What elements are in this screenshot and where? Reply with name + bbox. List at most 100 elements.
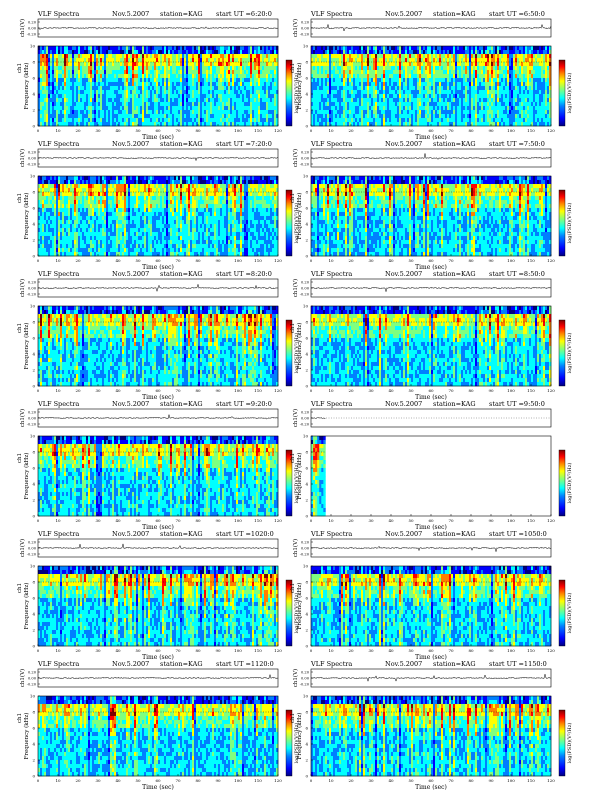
panel-title-prefix: VLF Spectra — [37, 140, 79, 148]
amplitude-tick-label: 0.00 — [301, 677, 310, 681]
frequency-tick-label: 6 — [305, 206, 308, 211]
panel-title-prefix: VLF Spectra — [310, 400, 352, 408]
time-tick-label: 50 — [408, 518, 414, 523]
time-tick-label: 110 — [527, 518, 535, 523]
amplitude-tick-label: 0.00 — [301, 27, 310, 31]
time-tick-label: 20 — [348, 518, 354, 523]
time-tick-label: 10 — [328, 258, 334, 263]
panel-title-station: station=KAG — [160, 140, 203, 148]
time-tick-label: 100 — [507, 128, 515, 133]
time-tick-label: 70 — [175, 648, 181, 653]
time-tick-label: 60 — [428, 518, 434, 523]
frequency-tick-label: 0 — [32, 644, 35, 649]
time-tick-label: 60 — [155, 648, 161, 653]
time-tick-label: 60 — [428, 258, 434, 263]
panel-title-station: station=KAG — [433, 10, 476, 18]
frequency-tick-label: 6 — [32, 596, 35, 601]
time-tick-label: 90 — [488, 128, 494, 133]
time-tick-label: 30 — [368, 388, 374, 393]
spectrogram-panel: VLF Spectra Nov.5.2007 station=KAG start UT… — [290, 270, 573, 401]
amplitude-tick-label: 0.20 — [301, 411, 310, 415]
time-tick-label: 0 — [310, 518, 313, 523]
time-tick-label: 100 — [234, 258, 242, 263]
spectrogram-panel: VLF Spectra Nov.5.2007 station=KAG start UT… — [290, 660, 573, 791]
amplitude-tick-label: 0.00 — [28, 287, 37, 291]
panel-title-date: Nov.5.2007 — [112, 140, 149, 148]
frequency-tick-label: 4 — [32, 612, 35, 617]
amplitude-tick-label: 0.20 — [28, 281, 37, 285]
frequency-tick-label: 10 — [30, 304, 36, 309]
panel-title-date: Nov.5.2007 — [385, 660, 422, 668]
time-tick-label: 100 — [507, 258, 515, 263]
amplitude-tick-label: 0.20 — [28, 411, 37, 415]
amplitude-tick-label: -0.20 — [300, 163, 310, 167]
spectrogram-frame — [311, 436, 551, 516]
amplitude-axis-label: ch1(V) — [19, 149, 26, 167]
panel-title-station: station=KAG — [160, 400, 203, 408]
amplitude-tick-label: -0.20 — [27, 553, 37, 557]
colorbar-label: log(PSD)(V²/Hz) — [566, 333, 573, 374]
time-tick-label: 50 — [408, 128, 414, 133]
time-tick-label: 40 — [388, 518, 394, 523]
time-tick-label: 60 — [428, 778, 434, 783]
frequency-tick-label: 4 — [305, 222, 308, 227]
time-tick-label: 40 — [388, 648, 394, 653]
spectrogram-panel: VLF Spectra Nov.5.2007 station=KAG start UT… — [17, 400, 300, 531]
amplitude-tick-label: 0.20 — [301, 21, 310, 25]
colorbar — [559, 60, 565, 126]
frequency-axis-channel-label: ch1 — [290, 713, 296, 723]
time-tick-label: 50 — [135, 518, 141, 523]
time-tick-label: 0 — [37, 128, 40, 133]
amplitude-tick-label: 0.00 — [301, 287, 310, 291]
amplitude-tick-label: -0.20 — [27, 33, 37, 37]
frequency-tick-label: 8 — [305, 320, 308, 325]
time-tick-label: 110 — [527, 388, 535, 393]
frequency-axis-label: Frequency (kHz) — [296, 193, 303, 240]
time-tick-label: 90 — [215, 778, 221, 783]
panel-title-start-ut: start UT =6:20:0 — [216, 10, 272, 18]
amplitude-axis-label: ch1(V) — [19, 19, 26, 37]
frequency-axis-label: Frequency (kHz) — [23, 63, 30, 110]
colorbar-label: log(PSD)(V²/Hz) — [566, 73, 573, 114]
time-tick-label: 50 — [135, 258, 141, 263]
spectrogram-panel: VLF Spectra Nov.5.2007 station=KAG start UT… — [17, 530, 300, 661]
time-tick-label: 90 — [488, 258, 494, 263]
frequency-tick-label: 2 — [305, 758, 308, 763]
frequency-tick-label: 6 — [305, 336, 308, 341]
amplitude-tick-label: 0.20 — [28, 541, 37, 545]
frequency-axis-channel-label: ch1 — [17, 713, 23, 723]
panel-title-date: Nov.5.2007 — [112, 400, 149, 408]
time-tick-label: 30 — [95, 388, 101, 393]
time-tick-label: 0 — [310, 648, 313, 653]
time-tick-label: 100 — [507, 778, 515, 783]
amplitude-tick-label: 0.00 — [28, 677, 37, 681]
frequency-tick-label: 10 — [30, 174, 36, 179]
time-tick-label: 90 — [488, 388, 494, 393]
frequency-tick-label: 2 — [32, 628, 35, 633]
panel-title-start-ut: start UT =6:50:0 — [489, 10, 545, 18]
frequency-tick-label: 6 — [32, 726, 35, 731]
time-tick-label: 30 — [368, 518, 374, 523]
panel-title-prefix: VLF Spectra — [310, 10, 352, 18]
frequency-axis-channel-label: ch1 — [290, 453, 296, 463]
time-tick-label: 100 — [234, 388, 242, 393]
amplitude-trace — [38, 415, 278, 420]
colorbar — [559, 190, 565, 256]
frequency-axis-label: Frequency (kHz) — [296, 453, 303, 500]
time-tick-label: 40 — [115, 388, 121, 393]
amplitude-axis-label: ch1(V) — [292, 149, 299, 167]
time-tick-label: 100 — [234, 778, 242, 783]
time-tick-label: 10 — [328, 128, 334, 133]
frequency-axis-channel-label: ch1 — [17, 323, 23, 333]
time-tick-label: 90 — [215, 518, 221, 523]
amplitude-tick-label: -0.20 — [300, 33, 310, 37]
time-tick-label: 50 — [135, 388, 141, 393]
frequency-tick-label: 6 — [32, 206, 35, 211]
frequency-tick-label: 4 — [305, 482, 308, 487]
frequency-tick-label: 0 — [305, 124, 308, 129]
time-tick-label: 20 — [75, 648, 81, 653]
colorbar-label: log(PSD)(V²/Hz) — [566, 463, 573, 504]
time-tick-label: 0 — [310, 128, 313, 133]
time-tick-label: 80 — [195, 648, 201, 653]
time-tick-label: 0 — [37, 778, 40, 783]
